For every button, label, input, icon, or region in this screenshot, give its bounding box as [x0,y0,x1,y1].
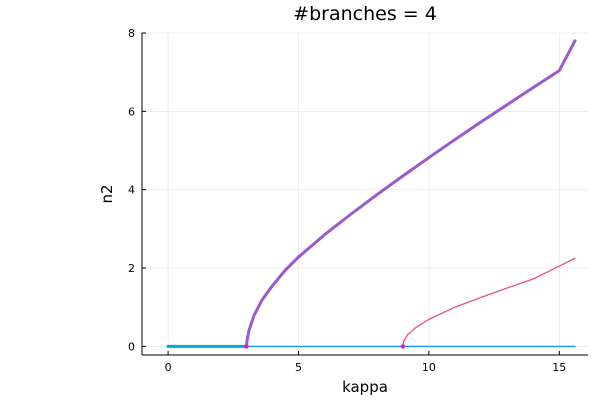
chart-series [166,39,577,348]
x-tick-label: 15 [552,361,566,374]
series-line-4 [244,39,577,348]
y-tick-label: 0 [128,340,135,353]
grid-lines [142,32,588,355]
bifurcation-points [244,344,406,349]
x-axis-label: kappa [342,378,388,396]
chart-title: #branches = 4 [293,3,437,25]
series-line-3 [402,257,576,348]
y-tick-label: 8 [128,27,135,40]
y-tick-label: 2 [128,262,135,275]
ticks: 0 5 10 15 0 2 4 6 8 [128,27,566,374]
x-tick-label: 10 [422,361,436,374]
x-tick-label: 0 [165,361,172,374]
y-tick-label: 6 [128,105,135,118]
bifurcation-point-2 [400,344,406,349]
axes [141,33,588,356]
y-axis-label: n2 [98,184,116,203]
bifurcation-point-1 [244,344,249,349]
x-tick-label: 5 [295,361,302,374]
y-tick-label: 4 [128,184,135,197]
